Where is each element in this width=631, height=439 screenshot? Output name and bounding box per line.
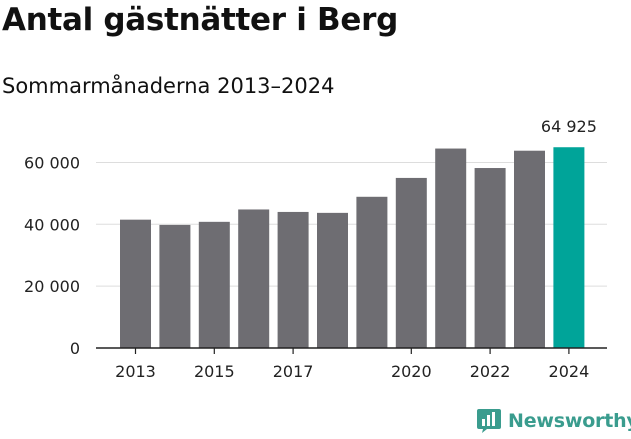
bar [120,219,151,348]
bar [238,209,270,348]
newsworthy-logo: Newsworthy [476,407,631,435]
newsworthy-chart-logo-icon [477,409,501,433]
bar [198,221,230,348]
bars [120,147,585,348]
bar-chart: 0 20 000 40 000 60 000 2013 2015 2017 2020 2022… [24,117,607,381]
x-tick-label: 2022 [470,362,511,381]
x-tick-label: 2015 [194,362,235,381]
bar [356,196,388,348]
bar [474,168,506,348]
bar [277,211,309,348]
bar [435,148,467,348]
bar [395,177,427,348]
chart-title: Antal gästnätter i Berg [2,2,398,38]
brand-name: Newsworthy [508,410,631,432]
bar [159,224,191,348]
y-tick-label: 0 [70,339,80,358]
chart-subtitle: Sommarmånaderna 2013–2024 [2,74,335,98]
bar [514,150,545,348]
highlight-value-label: 64 925 [541,117,597,136]
x-tick-label: 2017 [273,362,314,381]
bar [317,212,348,348]
x-tick-label: 2024 [549,362,590,381]
y-tick-label: 20 000 [24,277,80,296]
bar-highlight [553,147,585,348]
x-tick-label: 2020 [391,362,432,381]
x-axis-ticks: 2013 2015 2017 2020 2022 2024 [115,348,589,381]
y-axis-ticks: 0 20 000 40 000 60 000 [24,153,80,358]
x-tick-label: 2013 [115,362,156,381]
y-tick-label: 60 000 [24,153,80,172]
y-tick-label: 40 000 [24,215,80,234]
